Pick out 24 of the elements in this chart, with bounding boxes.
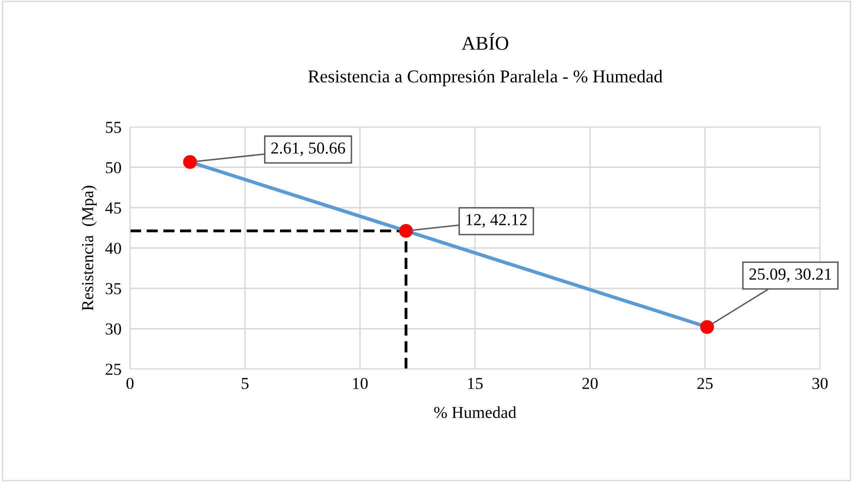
chart-title: ABÍO — [462, 33, 508, 50]
x-tick-label: 5 — [242, 378, 249, 390]
y-tick-label: 55 — [106, 122, 122, 133]
point — [399, 224, 413, 238]
x-axis-title: % Humedad — [434, 406, 516, 418]
x-tick-label: 0 — [126, 378, 134, 390]
y-axis-title: Resistencia (Mpa) — [82, 186, 97, 310]
y-tick-label: 35 — [106, 283, 122, 294]
x-tick-label: 15 — [468, 378, 483, 390]
x-tick-label: 10 — [353, 378, 368, 390]
y-tick-label: 25 — [106, 364, 122, 375]
y-tick-label: 30 — [106, 323, 122, 335]
y-tick-label: 50 — [106, 162, 122, 174]
point — [183, 155, 197, 169]
annotation: 25.09, 30.21 — [749, 268, 832, 282]
y-tick-label: 45 — [105, 202, 122, 214]
x-tick-label: 30 — [812, 378, 828, 390]
x-tick-label: 25 — [697, 378, 713, 390]
point — [700, 320, 714, 334]
y-tick-label: 40 — [105, 242, 122, 254]
annotation: 12, 42.12 — [466, 214, 527, 228]
chart-subtitle: Resistencia a Compresión Paralela - % Humedad — [308, 70, 662, 86]
x-tick-label: 20 — [582, 378, 598, 390]
annotation: 2.61, 50.66 — [271, 142, 346, 156]
